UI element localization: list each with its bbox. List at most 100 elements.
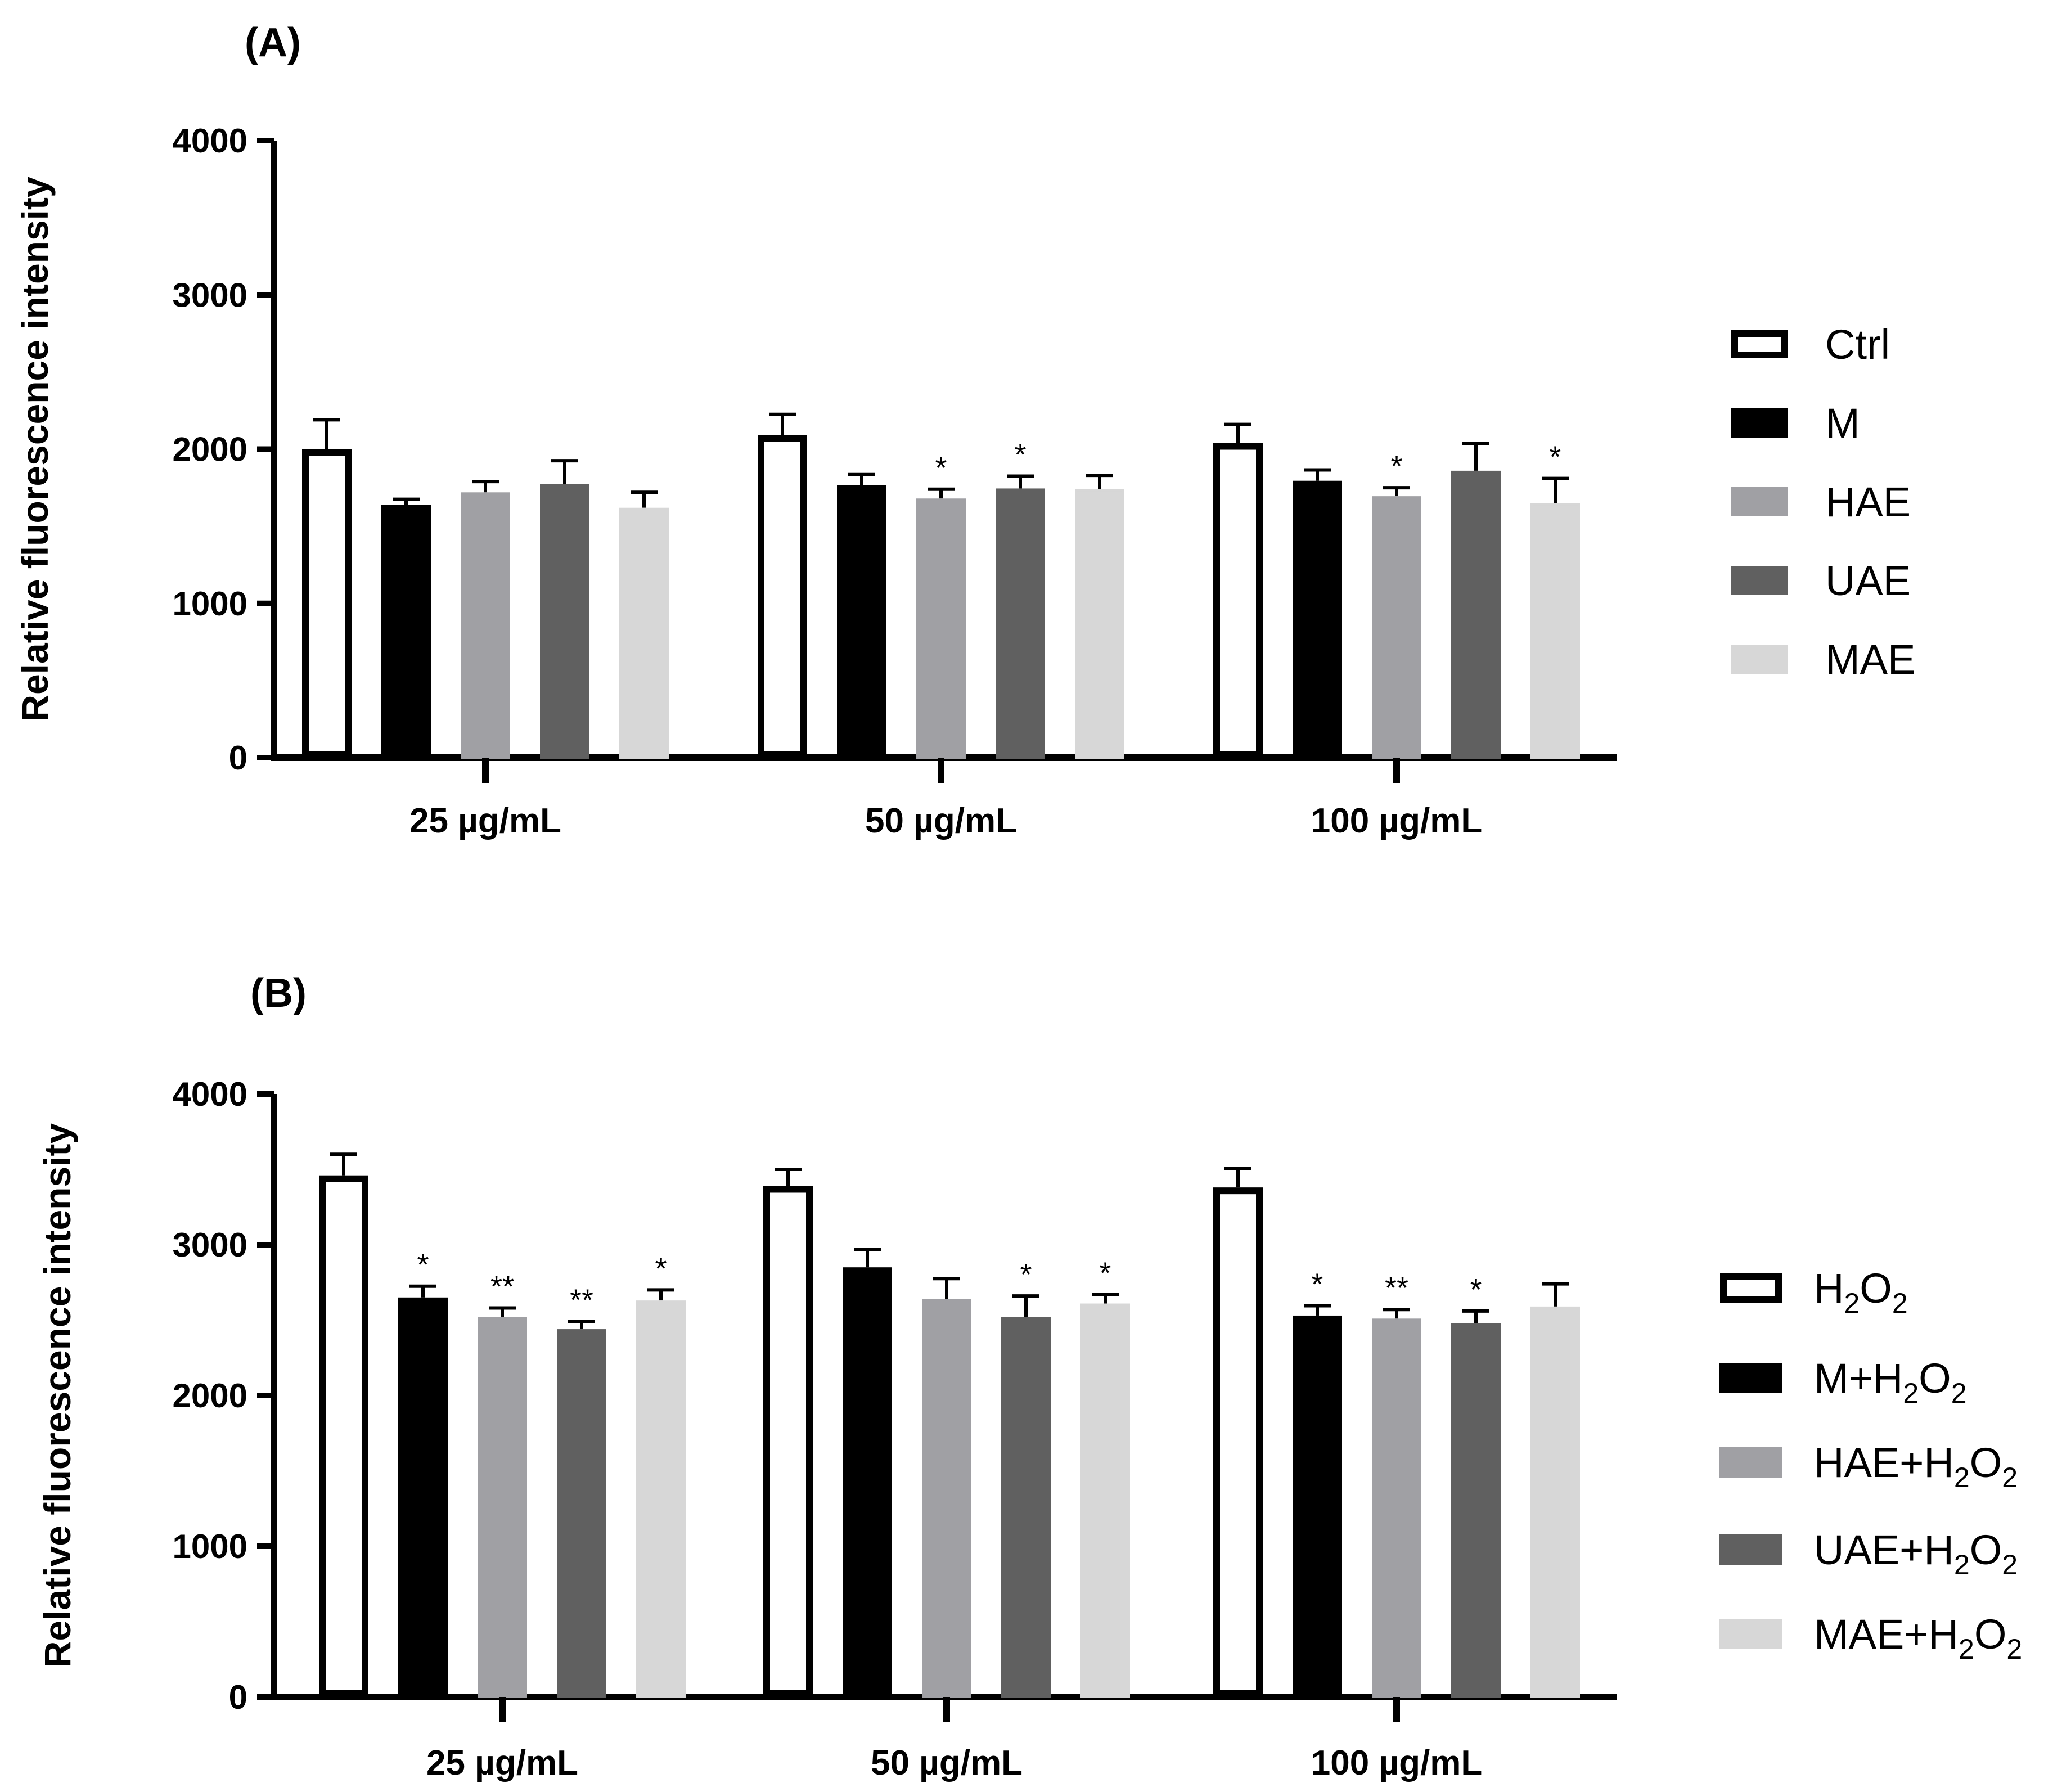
bar	[557, 1329, 606, 1699]
y-tick-label: 4000	[173, 1075, 247, 1113]
legend-label-subscript: 2	[1903, 1377, 1919, 1409]
legend-swatch	[1731, 566, 1788, 595]
bar	[636, 1300, 686, 1698]
significance-mark: **	[1385, 1271, 1408, 1305]
bar	[837, 485, 886, 759]
bar	[922, 1299, 971, 1698]
bar	[319, 1175, 368, 1697]
legend-label-subscript: 2	[1951, 1377, 1967, 1409]
legend-swatch	[1731, 487, 1788, 516]
category-label-cat-100: 100 µg/mL	[1311, 802, 1483, 840]
bar	[1372, 496, 1421, 759]
legend-label: HAE	[1825, 479, 1911, 525]
legend-label-subscript: 2	[1959, 1633, 1974, 1665]
significance-mark: *	[935, 451, 947, 485]
y-tick-label: 1000	[173, 1528, 247, 1565]
panel-b: (B) Relative fluorescence intensity 0 1000 2…	[37, 971, 2022, 1782]
legend-label-tail: O	[1974, 1611, 2007, 1658]
bar	[461, 492, 510, 759]
category-label-cat-25: 25 µg/mL	[426, 1744, 578, 1782]
legend-label: HAE+H2O2	[1814, 1439, 2018, 1493]
bar	[1080, 1303, 1130, 1698]
legend-label-tail: O	[1860, 1265, 1892, 1312]
bar	[1451, 1323, 1501, 1699]
legend-label: M+H2O2	[1814, 1355, 1967, 1409]
legend-swatch	[1720, 1273, 1782, 1303]
legend-swatch	[1719, 1534, 1782, 1565]
legend-label-name: UAE	[1825, 557, 1911, 604]
category-label-cat-50: 50 µg/mL	[871, 1744, 1023, 1782]
bar	[1530, 503, 1580, 759]
legend: Ctrl M HAE UAE MAE	[1731, 321, 1915, 683]
bar	[398, 1297, 448, 1699]
legend-label-name: UAE+H	[1814, 1527, 1954, 1573]
bar	[540, 484, 589, 759]
bar	[1213, 1187, 1263, 1697]
legend-label-name: M	[1825, 400, 1860, 447]
legend-label-subscript: 2	[2006, 1633, 2022, 1665]
legend-label-name: HAE+H	[1814, 1439, 1954, 1486]
category-label-cat-25: 25 µg/mL	[409, 802, 561, 840]
y-tick-label: 2000	[173, 1377, 247, 1415]
legend-label: MAE+H2O2	[1814, 1611, 2022, 1665]
panel-label: (B)	[250, 971, 307, 1016]
legend-label-tail: O	[1919, 1355, 1951, 1402]
bar	[1451, 470, 1501, 759]
bar	[302, 449, 352, 758]
bar	[843, 1267, 892, 1698]
significance-mark: *	[1470, 1273, 1482, 1307]
category-label-cat-100: 100 µg/mL	[1311, 1744, 1483, 1782]
legend-label: M	[1825, 400, 1860, 447]
y-axis-label: Relative fluorescence intensity	[37, 1123, 78, 1668]
significance-mark: *	[1390, 449, 1402, 483]
legend-label-subscript: 2	[1954, 1549, 1970, 1581]
legend-label-tail: O	[1970, 1439, 2002, 1486]
legend-label-subscript: 2	[1892, 1287, 1908, 1319]
panel-label: (A)	[245, 20, 301, 65]
y-tick-label: 0	[229, 739, 247, 777]
legend-label-subscript: 2	[2002, 1462, 2018, 1493]
legend-label: UAE+H2O2	[1814, 1527, 2018, 1581]
y-tick-label: 4000	[173, 122, 247, 160]
bar	[1075, 489, 1124, 759]
legend-label-name: H	[1814, 1265, 1844, 1312]
bar	[381, 505, 431, 759]
y-axis-label: Relative fluorescence intensity	[14, 177, 56, 722]
legend-swatch	[1731, 645, 1788, 674]
legend-label: Ctrl	[1825, 321, 1890, 368]
bar	[1293, 1315, 1342, 1698]
significance-mark: *	[1014, 438, 1026, 471]
legend-label-name: M+H	[1814, 1355, 1903, 1402]
legend-label-name: Ctrl	[1825, 321, 1890, 368]
legend-swatch	[1719, 1619, 1782, 1649]
significance-mark: **	[570, 1284, 593, 1317]
bar	[1372, 1318, 1421, 1699]
significance-mark: **	[490, 1270, 514, 1304]
y-tick-label: 2000	[173, 431, 247, 469]
bar	[1530, 1306, 1580, 1698]
panel-a: (A) Relative fluorescence intensity 0 1000 2…	[14, 20, 1915, 840]
legend-label-subscript: 2	[1954, 1462, 1970, 1493]
legend-label-tail: O	[1970, 1527, 2002, 1573]
legend-label-subscript: 2	[2002, 1549, 2018, 1581]
legend-swatch	[1731, 408, 1788, 438]
bar	[1001, 1317, 1051, 1698]
category-label-cat-50: 50 µg/mL	[865, 802, 1017, 840]
legend-label: H2O2	[1814, 1265, 1908, 1319]
bar	[478, 1317, 527, 1698]
legend-label-subscript: 2	[1844, 1287, 1860, 1319]
legend-label-name: MAE	[1825, 636, 1915, 683]
significance-mark: *	[1020, 1258, 1032, 1291]
bar	[763, 1186, 813, 1697]
legend-label: UAE	[1825, 557, 1911, 604]
y-tick-label: 1000	[173, 585, 247, 623]
legend-label: MAE	[1825, 636, 1915, 683]
bar	[758, 435, 807, 758]
bar	[916, 498, 966, 759]
bar	[1293, 480, 1342, 759]
bar	[996, 488, 1045, 759]
y-tick-label: 0	[229, 1678, 247, 1716]
significance-mark: *	[655, 1251, 667, 1285]
